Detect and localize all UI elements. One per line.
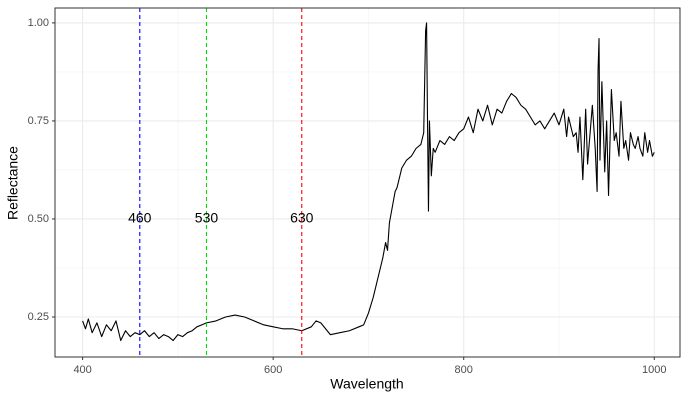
y-tick-label: 0.25 bbox=[28, 311, 49, 323]
x-axis-title: Wavelength bbox=[330, 376, 403, 392]
y-tick-label: 1.00 bbox=[28, 17, 49, 29]
x-tick-label: 400 bbox=[73, 364, 91, 376]
x-tick-label: 600 bbox=[264, 364, 282, 376]
y-axis-title: Reflectance bbox=[5, 146, 21, 220]
reference-label: 630 bbox=[290, 210, 314, 226]
plot-panel bbox=[55, 8, 680, 357]
x-tick-label: 800 bbox=[455, 364, 473, 376]
reference-label: 460 bbox=[128, 210, 152, 226]
y-tick-label: 0.75 bbox=[28, 115, 49, 127]
reference-label: 530 bbox=[195, 210, 219, 226]
panel-border bbox=[54, 7, 681, 358]
x-tick-label: 1000 bbox=[642, 364, 666, 376]
y-tick-label: 0.50 bbox=[28, 213, 49, 225]
line-series bbox=[82, 22, 655, 342]
